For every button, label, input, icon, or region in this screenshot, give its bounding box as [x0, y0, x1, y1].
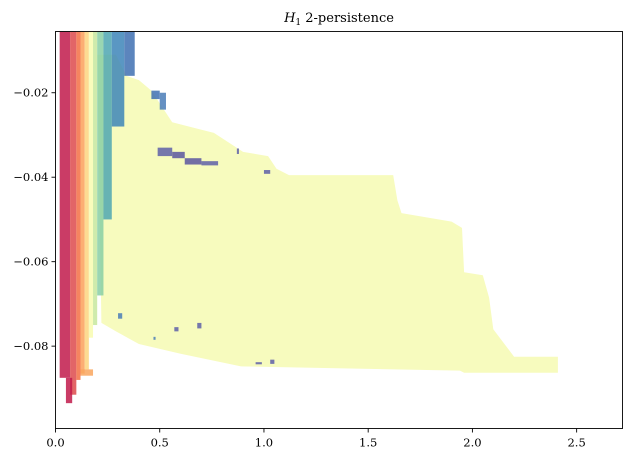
summand-streak: [80, 369, 94, 376]
x-tick-label: 2.5: [567, 436, 585, 450]
summand-streak: [88, 31, 94, 338]
summand-streak: [70, 31, 77, 395]
summand-mark: [118, 313, 123, 319]
summand-mark: [174, 327, 179, 332]
axes-frame: [55, 31, 623, 429]
summand-mark: [263, 170, 271, 174]
summand-streak: [65, 377, 73, 404]
x-tick-label: 0.5: [151, 436, 169, 450]
summand-streak: [76, 31, 81, 380]
summand-mark: [184, 158, 202, 165]
summand-streak: [124, 31, 135, 76]
summand-mark: [236, 148, 239, 154]
summand-mark: [157, 147, 173, 157]
summand-mark: [159, 92, 166, 110]
summand-mark: [172, 151, 185, 159]
plot-area: [59, 31, 558, 404]
x-axis: 0.0 0.5 1.0 1.5 2.0 2.5: [46, 428, 586, 450]
summand-streak: [80, 31, 85, 374]
summand-streak: [84, 31, 89, 370]
summand-mark: [197, 322, 202, 329]
x-tick-label: 0.0: [46, 436, 64, 450]
summand-mark: [270, 359, 275, 364]
summand-streak: [111, 31, 125, 127]
y-tick-label: −0.06: [13, 255, 48, 269]
summand-mark: [201, 161, 219, 166]
chart-title: H1 2-persistence: [283, 11, 394, 28]
summand-streak: [97, 31, 104, 296]
y-tick-label: −0.08: [13, 339, 48, 353]
y-axis: −0.02 −0.04 −0.06 −0.08: [13, 86, 56, 353]
x-tick-label: 2.0: [463, 436, 481, 450]
summand-streak: [93, 31, 98, 326]
x-tick-label: 1.0: [255, 436, 273, 450]
y-tick-label: −0.02: [13, 86, 48, 100]
summand-streak: [103, 31, 112, 220]
x-tick-label: 1.5: [359, 436, 377, 450]
summand-mark: [151, 90, 160, 100]
summand-region: [97, 54, 558, 373]
summand-mark: [255, 362, 262, 365]
summand-mark: [153, 336, 156, 340]
y-tick-label: −0.04: [13, 170, 48, 184]
summand-streak: [59, 31, 71, 378]
